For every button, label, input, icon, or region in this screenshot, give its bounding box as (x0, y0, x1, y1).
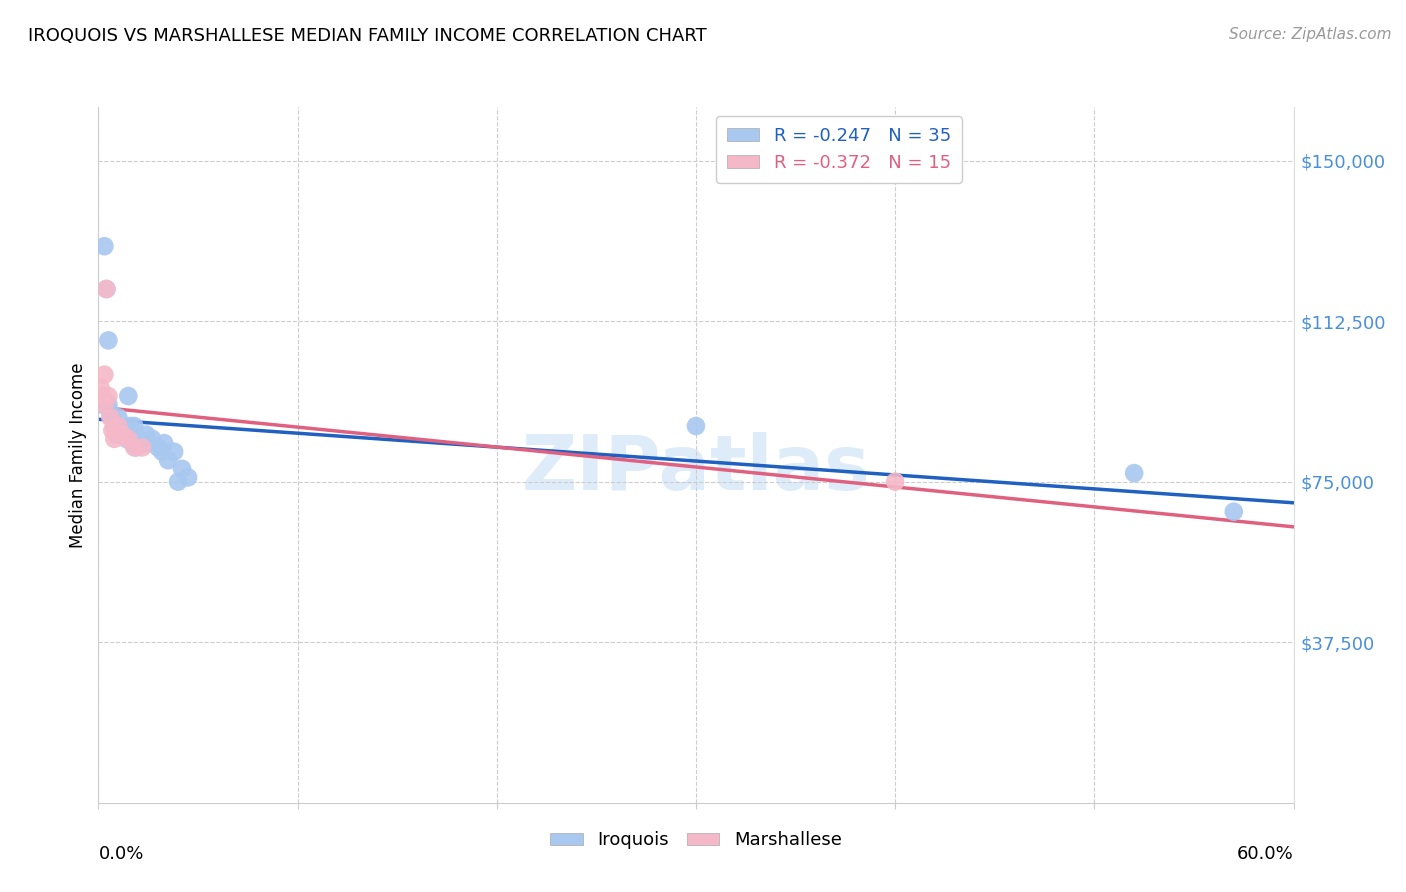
Point (117, 389, 139, 403)
Point (124, 441, 146, 455)
Point (157, 453, 180, 467)
Point (96, 282, 118, 296)
Point (685, 419, 707, 434)
Point (1123, 466, 1146, 480)
Point (124, 419, 146, 434)
Point (103, 419, 125, 434)
Point (97, 389, 120, 403)
Point (167, 475, 190, 489)
Point (177, 470, 200, 484)
Y-axis label: Median Family Income: Median Family Income (69, 362, 87, 548)
Point (121, 436, 143, 450)
Point (163, 444, 186, 458)
Point (135, 427, 157, 442)
Text: 0.0%: 0.0% (98, 845, 143, 863)
Text: Source: ZipAtlas.com: Source: ZipAtlas.com (1229, 27, 1392, 42)
Point (105, 427, 128, 442)
Point (127, 432, 149, 446)
Point (91, 398, 114, 412)
Point (91, 389, 114, 403)
Point (150, 444, 173, 458)
Point (120, 419, 142, 434)
Point (115, 432, 138, 446)
Point (101, 423, 124, 437)
Point (148, 441, 170, 455)
Point (110, 419, 132, 434)
Point (107, 410, 129, 425)
Text: 60.0%: 60.0% (1237, 845, 1294, 863)
Legend: Iroquois, Marshallese: Iroquois, Marshallese (543, 824, 849, 856)
Point (96, 282, 118, 296)
Text: IROQUOIS VS MARSHALLESE MEDIAN FAMILY INCOME CORRELATION CHART: IROQUOIS VS MARSHALLESE MEDIAN FAMILY IN… (28, 27, 707, 45)
Point (100, 410, 122, 425)
Point (117, 432, 139, 446)
Text: ZIPatlas: ZIPatlas (522, 432, 870, 506)
Point (112, 427, 135, 442)
Point (125, 441, 148, 455)
Point (1222, 505, 1246, 519)
Point (89, 380, 111, 394)
Point (172, 462, 194, 476)
Point (100, 406, 122, 420)
Point (93, 239, 115, 253)
Point (111, 427, 134, 442)
Point (111, 423, 134, 437)
Point (93, 398, 115, 412)
Point (97, 334, 120, 348)
Point (103, 432, 125, 446)
Point (97, 398, 120, 412)
Point (107, 419, 129, 434)
Point (136, 436, 159, 450)
Point (131, 441, 153, 455)
Point (101, 410, 124, 425)
Point (153, 436, 176, 450)
Point (131, 436, 153, 450)
Point (93, 368, 115, 382)
Point (884, 475, 907, 489)
Point (141, 432, 163, 446)
